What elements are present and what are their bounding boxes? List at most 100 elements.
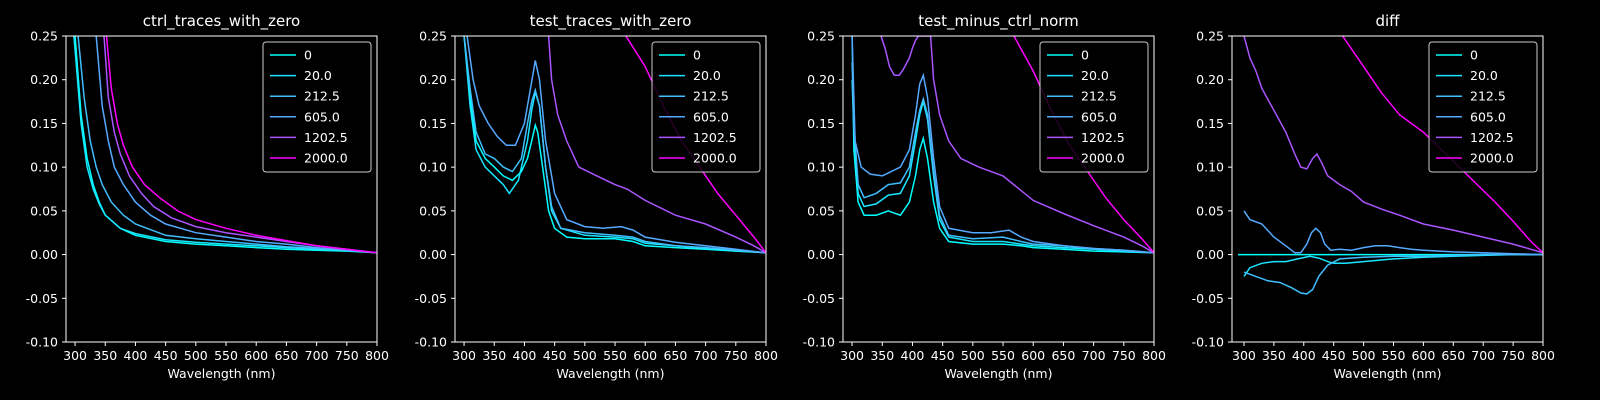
y-tick-label: 0.05 xyxy=(1196,203,1224,218)
legend-label: 0 xyxy=(1470,48,1478,63)
y-tick-label: 0.00 xyxy=(1196,247,1224,262)
y-tick-label: -0.05 xyxy=(26,291,58,306)
y-tick-label: 0.10 xyxy=(30,160,58,175)
y-tick-label: 0.05 xyxy=(30,203,58,218)
x-tick-label: 700 xyxy=(1082,348,1106,363)
x-tick-label: 300 xyxy=(840,348,864,363)
x-tick-label: 650 xyxy=(274,348,298,363)
x-tick-label: 300 xyxy=(1232,348,1256,363)
x-tick-label: 750 xyxy=(1501,348,1525,363)
y-tick-label: 0.20 xyxy=(419,72,447,87)
y-tick-label: 0.15 xyxy=(807,116,835,131)
x-tick-label: 550 xyxy=(214,348,238,363)
series-group xyxy=(1238,36,1543,295)
y-tick-label: 0.20 xyxy=(30,72,58,87)
x-tick-label: 450 xyxy=(154,348,178,363)
y-tick-label: 0.00 xyxy=(419,247,447,262)
series-line-605.0 xyxy=(466,36,766,254)
chart-panel-3: 300 350 400 450 500 550 600 650 700 750 800 -0.10 -0… xyxy=(803,12,1166,381)
y-tick-label: 0.10 xyxy=(419,160,447,175)
chart-title: test_traces_with_zero xyxy=(530,12,692,31)
legend-label: 212.5 xyxy=(304,89,340,104)
legend: 0 20.0 212.5 605.0 1202.5 2000.0 xyxy=(262,41,372,173)
y-tick-label: 0.20 xyxy=(1196,72,1224,87)
series-line-605.0 xyxy=(1243,210,1543,256)
chart-panel-4: 300 350 400 450 500 550 600 650 700 750 800 -0.10 -0… xyxy=(1192,12,1555,381)
x-tick-label: 350 xyxy=(870,348,894,363)
y-tick-label: -0.10 xyxy=(803,335,835,350)
y-tick-label: 0.15 xyxy=(30,116,58,131)
x-tick-label: 600 xyxy=(1411,348,1435,363)
legend: 0 20.0 212.5 605.0 1202.5 2000.0 xyxy=(1039,41,1149,173)
y-tick-label: 0.05 xyxy=(419,203,447,218)
legend-label: 20.0 xyxy=(304,68,332,83)
y-tick-label: -0.05 xyxy=(415,291,447,306)
x-tick-label: 600 xyxy=(244,348,268,363)
legend-label: 2000.0 xyxy=(1081,151,1125,166)
x-tick-label: 550 xyxy=(1382,348,1406,363)
y-tick-label: 0.10 xyxy=(1196,160,1224,175)
x-axis-label: Wavelength (nm) xyxy=(557,366,665,381)
x-tick-label: 700 xyxy=(1471,348,1495,363)
series-line-212.5 xyxy=(77,36,377,254)
legend-label: 20.0 xyxy=(1470,68,1498,83)
x-tick-label: 500 xyxy=(1352,348,1376,363)
legend-label: 212.5 xyxy=(1081,89,1117,104)
chart-title: ctrl_traces_with_zero xyxy=(143,12,300,31)
y-tick-label: 0.25 xyxy=(30,29,58,44)
series-line-0 xyxy=(74,36,377,254)
legend-label: 0 xyxy=(1081,48,1089,63)
series-line-212.5 xyxy=(1243,253,1543,295)
legend-label: 2000.0 xyxy=(1470,151,1514,166)
series-line-20.0 xyxy=(1243,253,1543,277)
y-tick-label: 0.10 xyxy=(807,160,835,175)
x-tick-label: 750 xyxy=(724,348,748,363)
legend-label: 212.5 xyxy=(693,89,729,104)
legend-label: 212.5 xyxy=(1470,89,1506,104)
series-line-1202.5 xyxy=(1243,36,1543,254)
chart-title: test_minus_ctrl_norm xyxy=(918,12,1079,31)
x-tick-label: 800 xyxy=(1531,348,1555,363)
plot-frame xyxy=(842,35,1155,343)
x-tick-label: 400 xyxy=(901,348,925,363)
legend-box xyxy=(262,41,372,173)
plot-frame xyxy=(1231,35,1544,343)
x-tick-label: 550 xyxy=(991,348,1015,363)
plot-frame xyxy=(65,35,378,343)
y-tick-label: 0.05 xyxy=(807,203,835,218)
x-tick-label: 700 xyxy=(305,348,329,363)
y-tick-label: 0.25 xyxy=(419,29,447,44)
y-tick-label: 0.25 xyxy=(1196,29,1224,44)
y-tick-label: 0.25 xyxy=(807,29,835,44)
legend-label: 605.0 xyxy=(304,109,340,124)
legend: 0 20.0 212.5 605.0 1202.5 2000.0 xyxy=(1428,41,1538,173)
legend-label: 20.0 xyxy=(693,68,721,83)
x-tick-label: 600 xyxy=(633,348,657,363)
y-tick-label: 0.00 xyxy=(30,247,58,262)
series-line-212.5 xyxy=(463,36,766,254)
legend: 0 20.0 212.5 605.0 1202.5 2000.0 xyxy=(651,41,761,173)
y-tick-label: 0.15 xyxy=(419,116,447,131)
x-tick-label: 800 xyxy=(754,348,778,363)
legend-label: 605.0 xyxy=(1470,109,1506,124)
plot-frame xyxy=(454,35,767,343)
x-tick-label: 650 xyxy=(663,348,687,363)
x-tick-label: 400 xyxy=(1292,348,1316,363)
x-axis-label: Wavelength (nm) xyxy=(168,366,276,381)
x-tick-label: 400 xyxy=(124,348,148,363)
series-line-20.0 xyxy=(73,36,377,254)
x-tick-label: 650 xyxy=(1441,348,1465,363)
legend-box xyxy=(1039,41,1149,173)
legend-box xyxy=(651,41,761,173)
series-line-212.5 xyxy=(851,62,1154,254)
y-tick-label: -0.05 xyxy=(803,291,835,306)
series-line-0 xyxy=(463,36,766,254)
y-tick-label: -0.05 xyxy=(1192,291,1224,306)
x-tick-label: 600 xyxy=(1021,348,1045,363)
x-tick-label: 400 xyxy=(513,348,537,363)
series-line-605.0 xyxy=(851,36,1154,254)
x-tick-label: 350 xyxy=(1262,348,1286,363)
legend-label: 0 xyxy=(693,48,701,63)
x-tick-label: 300 xyxy=(63,348,87,363)
x-tick-label: 450 xyxy=(931,348,955,363)
